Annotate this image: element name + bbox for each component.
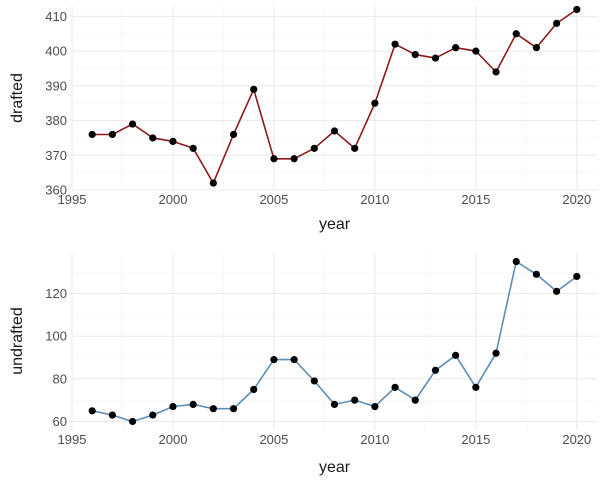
data-point <box>330 127 339 135</box>
data-point <box>229 405 238 413</box>
data-point <box>209 405 217 413</box>
x-axis-title: year <box>319 459 351 476</box>
data-point <box>391 40 399 48</box>
data-point <box>411 51 419 59</box>
series-line-drafted <box>92 8 578 184</box>
x-axis-title: year <box>319 216 351 233</box>
data-point <box>351 144 359 152</box>
data-point <box>512 257 520 266</box>
data-point <box>270 155 278 163</box>
data-point <box>88 407 96 415</box>
data-point <box>391 383 399 391</box>
data-point <box>431 366 440 374</box>
x-tick-label: 2010 <box>360 192 389 207</box>
panel-drafted: 1995 2000 2005 2010 2015 2020 360 370 380 390 400 4… <box>9 5 597 233</box>
x-tick-label: 2000 <box>159 432 188 447</box>
data-point <box>452 351 460 359</box>
y-axis-title: drafted <box>9 73 26 123</box>
x-tick-label: 2015 <box>461 432 490 447</box>
data-point <box>310 144 318 152</box>
series-line-undrafted <box>92 260 578 423</box>
data-point <box>128 417 137 426</box>
x-tick-label: 1995 <box>58 432 87 447</box>
y-axis-title: undrafted <box>9 307 26 375</box>
y-tick-label: 410 <box>45 9 67 24</box>
x-tick-label: 2020 <box>562 192 591 207</box>
x-tick-label: 2000 <box>159 192 188 207</box>
y-tick-label: 360 <box>45 183 67 198</box>
data-point <box>250 85 258 93</box>
data-point <box>351 396 359 404</box>
data-point <box>452 44 460 52</box>
x-tick-label: 2010 <box>360 432 389 447</box>
data-point <box>472 47 480 55</box>
data-point <box>209 179 217 187</box>
data-point <box>270 356 278 364</box>
y-tick-label: 80 <box>53 371 67 386</box>
data-point <box>290 155 298 163</box>
data-point <box>128 120 137 128</box>
data-point <box>169 402 177 411</box>
y-tick-label: 60 <box>53 414 67 429</box>
y-tick-label: 400 <box>45 44 67 59</box>
data-point <box>532 44 541 52</box>
data-point <box>371 402 379 411</box>
x-tick-label: 2005 <box>259 432 288 447</box>
data-point <box>573 272 581 281</box>
data-point <box>573 5 581 14</box>
y-tick-label: 380 <box>45 113 67 128</box>
data-point <box>149 411 157 419</box>
data-point <box>492 349 500 357</box>
y-tick-label: 100 <box>45 329 67 344</box>
y-tick-label: 370 <box>45 148 67 163</box>
x-tick-label: 2005 <box>259 192 288 207</box>
data-point <box>310 377 318 385</box>
data-point <box>88 130 96 139</box>
y-tick-label: 120 <box>45 286 67 301</box>
data-point <box>189 144 197 152</box>
data-point <box>290 356 298 364</box>
data-point <box>532 270 541 278</box>
data-point <box>371 99 379 107</box>
data-point <box>472 383 480 391</box>
data-point <box>189 400 197 409</box>
data-point <box>169 137 177 145</box>
data-point <box>512 30 520 38</box>
data-point <box>108 130 116 139</box>
data-point <box>108 411 116 419</box>
y-tick-label: 390 <box>45 78 67 93</box>
data-point <box>330 400 339 409</box>
data-point <box>229 130 238 139</box>
data-point <box>492 68 500 76</box>
x-tick-label: 2020 <box>562 432 591 447</box>
x-tick-label: 1995 <box>58 192 87 207</box>
data-point <box>431 54 440 62</box>
panel-undrafted: 1995 2000 2005 2010 2015 2020 60 80 100 120 year un… <box>9 253 597 476</box>
data-point <box>411 396 419 404</box>
data-point <box>250 385 258 394</box>
data-point <box>553 19 561 27</box>
x-tick-label: 2015 <box>461 192 490 207</box>
data-point <box>149 134 157 142</box>
data-point <box>553 287 561 295</box>
